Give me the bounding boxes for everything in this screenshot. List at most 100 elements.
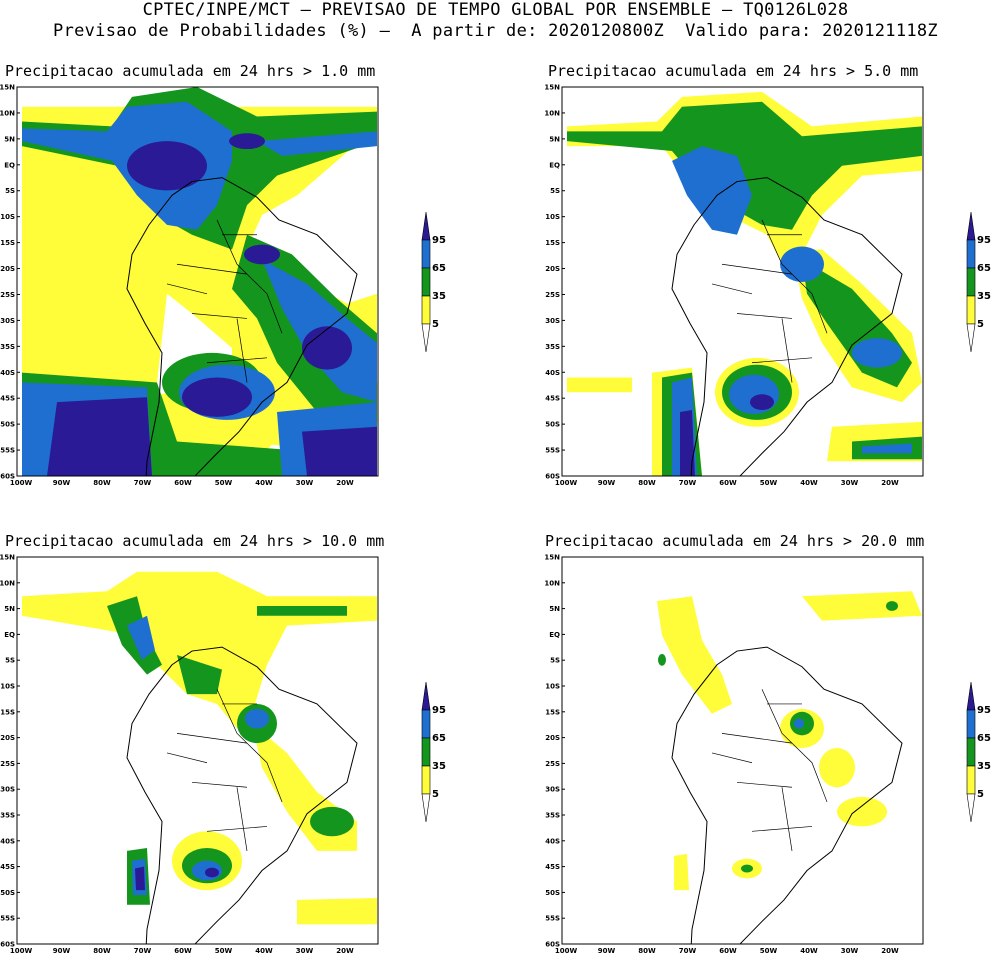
lat-tick-label: 45S	[0, 395, 15, 403]
lon-tick-label: 90W	[598, 479, 616, 487]
lon-tick-label: 20W	[336, 947, 354, 955]
colorbar-level-label: 65	[432, 263, 446, 274]
lat-tick-label: 15N	[544, 554, 560, 562]
lat-tick-label: 50S	[545, 889, 560, 897]
lat-tick-label: 15N	[0, 554, 15, 562]
lat-tick-label: 30S	[0, 786, 15, 794]
lat-tick-label: 15S	[0, 708, 15, 716]
colorbar-level-label: 95	[432, 235, 446, 246]
colorbar-level-label: 35	[432, 291, 446, 302]
lat-tick-label: 30S	[545, 317, 560, 325]
lat-tick-label: 30S	[545, 786, 560, 794]
lat-tick-label: 20S	[0, 265, 15, 273]
lon-tick-label: 50W	[215, 947, 233, 955]
lon-tick-label: 50W	[760, 479, 778, 487]
lat-tick-label: 10N	[544, 109, 560, 117]
lat-tick-label: 35S	[545, 343, 560, 351]
lat-tick-label: 25S	[0, 760, 15, 768]
lon-tick-label: 50W	[215, 479, 233, 487]
lat-tick-label: 10S	[0, 683, 15, 691]
colorbar-level-label: 35	[977, 291, 991, 302]
lat-tick-label: 5S	[5, 657, 15, 665]
lat-tick-label: 5S	[5, 187, 15, 195]
colorbar-level-label: 5	[977, 789, 984, 800]
colorbar-level-label: 65	[977, 733, 991, 744]
lat-tick-label: 15S	[545, 708, 560, 716]
lon-tick-label: 30W	[841, 947, 859, 955]
colorbar-level-label: 35	[432, 761, 446, 772]
lon-tick-label: 70W	[679, 947, 697, 955]
lat-tick-label: 10S	[545, 213, 560, 221]
lon-tick-label: 20W	[881, 947, 899, 955]
lat-tick-label: 35S	[545, 812, 560, 820]
lat-tick-label: 50S	[545, 421, 560, 429]
map-frame	[561, 556, 924, 945]
colorbar-level-label: 95	[977, 235, 991, 246]
lon-tick-label: 80W	[638, 479, 656, 487]
map-panel-20mm: 15N 10N 5N EQ 5S 10S 15S 20S 25S 30S 35S 40S 45S 50S 5…	[544, 554, 924, 955]
map-frame	[16, 86, 379, 477]
lat-tick-label: 35S	[0, 343, 15, 351]
lat-tick-label: 20S	[545, 265, 560, 273]
lat-tick-label: 5N	[4, 605, 15, 613]
lat-tick-label: 20S	[545, 734, 560, 742]
colorbar-level-label: 5	[432, 789, 439, 800]
lat-tick-label: EQ	[549, 161, 560, 169]
lat-tick-label: 60S	[545, 941, 560, 949]
lat-tick-label: 15S	[0, 239, 15, 247]
colorbar-level-label: 65	[432, 733, 446, 744]
lat-tick-label: 10N	[544, 579, 560, 587]
map-frame	[16, 556, 379, 945]
lat-tick-label: EQ	[4, 631, 15, 639]
lon-tick-label: 20W	[336, 479, 354, 487]
lat-tick-label: 55S	[0, 447, 15, 455]
lat-tick-label: 60S	[0, 473, 15, 481]
lat-tick-label: 55S	[545, 915, 560, 923]
lon-tick-label: 100W	[555, 947, 578, 955]
map-panel-5mm: 15N 10N 5N EQ 5S 10S 15S 20S 25S 30S 35S 40S 45S 50S 5…	[544, 84, 924, 487]
lat-tick-label: 55S	[545, 447, 560, 455]
lat-tick-label: 50S	[0, 421, 15, 429]
lat-tick-label: 5S	[550, 657, 560, 665]
panel-title-5mm: Precipitacao acumulada em 24 hrs > 5.0 m…	[548, 62, 919, 80]
map-frame	[561, 86, 924, 477]
lat-tick-label: 5S	[550, 187, 560, 195]
colorbar-level-label: 5	[977, 319, 984, 330]
lon-tick-label: 30W	[296, 947, 314, 955]
probability-colorbar: 95 65 35 5	[421, 681, 446, 823]
lat-tick-label: 5N	[549, 135, 560, 143]
lat-tick-label: 5N	[549, 605, 560, 613]
lon-tick-label: 90W	[53, 947, 71, 955]
lat-tick-label: 40S	[545, 837, 560, 845]
colorbar-level-label: 35	[977, 761, 991, 772]
lon-tick-label: 40W	[800, 947, 818, 955]
lat-tick-label: 10N	[0, 109, 15, 117]
lat-tick-label: 45S	[545, 863, 560, 871]
colorbar-level-label: 95	[977, 705, 991, 716]
lat-tick-label: 15N	[0, 84, 15, 92]
lat-tick-label: 15S	[545, 239, 560, 247]
lat-tick-label: 40S	[0, 837, 15, 845]
lat-tick-label: EQ	[549, 631, 560, 639]
lat-tick-label: 30S	[0, 317, 15, 325]
lon-tick-label: 30W	[841, 479, 859, 487]
lon-tick-label: 60W	[174, 479, 192, 487]
lon-tick-label: 100W	[10, 947, 33, 955]
lat-tick-label: 20S	[0, 734, 15, 742]
lat-tick-label: 10S	[0, 213, 15, 221]
header-line-1: CPTEC/INPE/MCT — PREVISAO DE TEMPO GLOBA…	[142, 0, 849, 20]
lon-tick-label: 70W	[679, 479, 697, 487]
panel-title-10mm: Precipitacao acumulada em 24 hrs > 10.0 …	[5, 532, 385, 550]
lat-tick-label: 5N	[4, 135, 15, 143]
lat-tick-label: 25S	[545, 760, 560, 768]
probability-colorbar: 95 65 35 5	[966, 211, 991, 353]
lon-tick-label: 20W	[881, 479, 899, 487]
lat-tick-label: 60S	[545, 473, 560, 481]
lon-tick-label: 40W	[255, 479, 273, 487]
lon-tick-label: 60W	[719, 947, 737, 955]
panel-title-20mm: Precipitacao acumulada em 24 hrs > 20.0 …	[545, 532, 925, 550]
lon-tick-label: 60W	[174, 947, 192, 955]
lon-tick-label: 90W	[53, 479, 71, 487]
lat-tick-label: 40S	[0, 369, 15, 377]
